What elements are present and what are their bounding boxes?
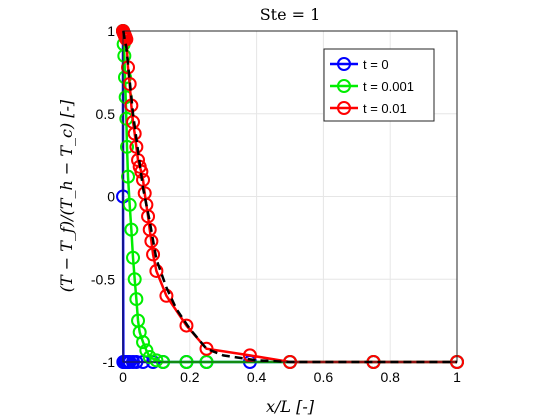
y-tick-label: 1: [107, 23, 115, 39]
x-tick-label: 0.2: [180, 369, 200, 385]
series-point: [242, 348, 257, 363]
series-point: [122, 197, 137, 212]
y-ticks: -1 -0.5 0 0.5 1: [91, 23, 115, 370]
series-point: [199, 341, 214, 356]
series-point: [129, 292, 144, 307]
legend-entry-label: t = 0: [363, 57, 389, 72]
series-point: [179, 318, 194, 333]
x-tick-label: 0: [119, 369, 127, 385]
series-point: [149, 263, 164, 278]
legend-swatch-marker: [337, 101, 351, 115]
x-ticks: 0 0.2 0.4 0.6 0.8 1: [119, 369, 461, 385]
series-point: [124, 222, 139, 237]
x-tick-label: 0.8: [380, 369, 400, 385]
x-tick-label: 0.6: [314, 369, 334, 385]
series-point: [141, 209, 156, 224]
legend-swatch-marker: [337, 57, 351, 71]
legend-entry-label: t = 0.001: [363, 79, 414, 94]
chart-title: Ste = 1: [260, 5, 321, 24]
x-tick-label: 0.4: [247, 369, 267, 385]
series-point: [121, 169, 136, 184]
legend: t = 0 t = 0.001 t = 0.01: [323, 48, 435, 122]
series-point: [142, 350, 157, 365]
series-point: [144, 234, 159, 249]
legend-entry-label: t = 0.01: [363, 101, 407, 116]
series-point: [136, 335, 151, 350]
series-point: [120, 139, 135, 154]
y-tick-label: 0: [107, 189, 115, 205]
series-point: [146, 247, 161, 262]
y-tick-label: -1: [103, 354, 116, 370]
x-tick-label: 1: [453, 369, 461, 385]
series-point: [126, 250, 141, 265]
y-tick-label: -0.5: [91, 271, 115, 287]
y-tick-label: 0.5: [96, 106, 116, 122]
series-point: [149, 353, 164, 368]
x-axis-label: x/L [-]: [266, 397, 315, 416]
series-point: [139, 343, 154, 358]
legend-swatch-marker: [337, 79, 351, 93]
y-axis-label: (T − T_f)/(T_h − T_c) [-]: [57, 99, 76, 292]
series-point: [127, 272, 142, 287]
